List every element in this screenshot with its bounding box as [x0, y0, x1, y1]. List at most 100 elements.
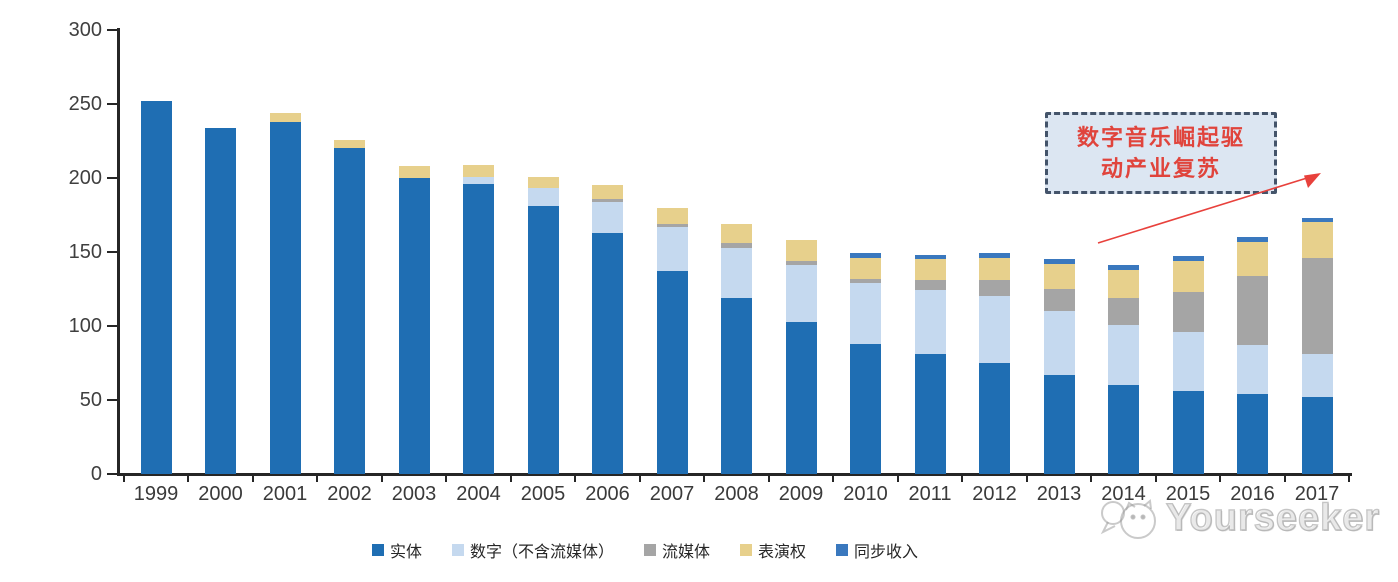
- x-axis-label: 2004: [456, 483, 501, 505]
- y-axis-label: 0: [90, 463, 102, 485]
- x-axis-tick: [767, 474, 770, 482]
- legend-item: 同步收入: [836, 538, 918, 562]
- bar-segment-2012-流媒体: [979, 280, 1010, 297]
- x-axis-label: 2007: [649, 483, 695, 505]
- bar-segment-2007-实体: [656, 271, 688, 474]
- bar-segment-2017-数字（不含流媒体）: [1301, 354, 1333, 398]
- legend-item: 表演权: [740, 538, 806, 562]
- legend-item: 实体: [371, 538, 422, 562]
- x-axis-label: 2002: [327, 483, 372, 505]
- y-axis-label: 300: [68, 19, 102, 41]
- y-axis-tick: [107, 103, 117, 105]
- bar-segment-2016-数字（不含流媒体）: [1237, 345, 1268, 395]
- annotation-text-line2: 动产业复苏: [1100, 156, 1221, 181]
- x-axis-label: 2016: [1230, 483, 1275, 505]
- x-axis-label: 2009: [778, 483, 824, 505]
- legend-label: 表演权: [758, 544, 807, 561]
- x-axis-label: 2017: [1294, 483, 1340, 505]
- bar-segment-1999-实体: [140, 101, 172, 474]
- x-axis-tick: [1154, 474, 1157, 482]
- bar-segment-2012-实体: [979, 363, 1010, 474]
- bar-segment-2014-流媒体: [1108, 297, 1139, 325]
- bar-segment-2013-数字（不含流媒体）: [1043, 311, 1075, 375]
- y-axis-tick: [107, 29, 117, 31]
- bar-segment-2010-实体: [850, 343, 881, 474]
- x-axis-tick: [380, 474, 383, 482]
- bar-segment-2004-表演权: [463, 164, 494, 177]
- bar-segment-2004-数字（不含流媒体）: [463, 176, 494, 184]
- annotation-text-line1: 数字音乐崛起驱: [1076, 125, 1245, 150]
- y-axis-line: [117, 28, 120, 475]
- bar-segment-2006-流媒体: [592, 198, 623, 202]
- x-axis-tick: [1219, 474, 1222, 482]
- bar-segment-2009-实体: [785, 321, 817, 474]
- bar-segment-2008-数字（不含流媒体）: [721, 247, 752, 298]
- x-axis-tick: [1090, 474, 1093, 482]
- bar-segment-2000-实体: [205, 127, 236, 474]
- bar-segment-2005-实体: [527, 206, 559, 474]
- legend-label: 数字（不含流媒体）: [469, 544, 614, 561]
- bar-segment-2016-流媒体: [1237, 275, 1268, 346]
- bar-segment-2016-表演权: [1237, 241, 1268, 276]
- bar-segment-2015-流媒体: [1172, 291, 1204, 332]
- bar-segment-2010-数字（不含流媒体）: [850, 283, 881, 344]
- bar-segment-2011-实体: [914, 354, 946, 474]
- x-axis-label: 2000: [198, 483, 243, 505]
- annotation-callout: 数字音乐崛起驱 动产业复苏: [1045, 112, 1277, 194]
- y-axis-tick: [107, 473, 117, 475]
- bar-segment-2013-表演权: [1043, 263, 1075, 289]
- x-axis-label: 2005: [520, 483, 566, 505]
- x-axis-tick: [445, 474, 448, 482]
- x-axis-tick: [703, 474, 706, 482]
- legend-marker-icon: [371, 544, 384, 556]
- legend-marker-icon: [740, 544, 752, 556]
- bar-segment-2009-数字（不含流媒体）: [785, 265, 817, 322]
- bar-segment-2003-实体: [398, 178, 430, 474]
- x-axis-tick: [187, 474, 190, 482]
- x-axis-tick: [574, 474, 577, 482]
- bar-segment-2014-数字（不含流媒体）: [1108, 324, 1139, 386]
- y-axis-label: 150: [68, 241, 102, 263]
- bar-segment-2009-表演权: [785, 240, 817, 261]
- y-axis-label: 100: [68, 315, 102, 337]
- bar-segment-2014-实体: [1108, 385, 1139, 474]
- bar-segment-2010-同步收入: [850, 253, 881, 258]
- bar-segment-2009-流媒体: [785, 260, 817, 266]
- bar-segment-2016-实体: [1237, 394, 1268, 474]
- x-axis-tick: [509, 474, 512, 482]
- bar-segment-2006-表演权: [592, 185, 623, 199]
- bar-segment-2012-数字（不含流媒体）: [979, 296, 1010, 363]
- bar-segment-2008-流媒体: [721, 243, 752, 248]
- bar-segment-2011-同步收入: [914, 254, 946, 260]
- x-axis-label: 2013: [1036, 483, 1082, 505]
- bar-segment-2008-表演权: [721, 223, 752, 244]
- legend-item: 数字（不含流媒体）: [451, 538, 614, 562]
- x-axis-tick: [1025, 474, 1028, 482]
- legend-label: 流媒体: [661, 544, 710, 561]
- legend-item: 流媒体: [643, 538, 710, 562]
- bar-segment-2003-表演权: [398, 166, 430, 178]
- bar-segment-2013-实体: [1043, 374, 1075, 474]
- bar-segment-2007-表演权: [656, 207, 688, 224]
- bar-segment-2001-实体: [269, 121, 301, 474]
- legend-label: 实体: [389, 544, 422, 561]
- x-axis-tick: [896, 474, 899, 482]
- bar-segment-2002-表演权: [334, 139, 365, 149]
- bar-segment-2004-实体: [463, 183, 494, 474]
- x-axis-line: [117, 473, 1352, 476]
- bar-segment-2013-流媒体: [1043, 289, 1075, 312]
- x-axis-tick: [961, 474, 964, 482]
- x-axis-label: 2012: [972, 483, 1017, 505]
- bar-segment-2007-数字（不含流媒体）: [656, 226, 688, 272]
- legend: 实体 数字（不含流媒体） 流媒体 表演权 同步收入: [0, 538, 1290, 562]
- x-axis-tick: [122, 474, 125, 482]
- bar-segment-2008-实体: [721, 297, 752, 474]
- y-axis-tick: [107, 177, 117, 179]
- x-axis-label: 2015: [1165, 483, 1211, 505]
- y-axis-tick: [107, 325, 117, 327]
- x-axis-label: 2011: [908, 483, 952, 505]
- x-axis-label: 2001: [262, 483, 308, 505]
- bar-segment-2010-表演权: [850, 257, 881, 279]
- legend-marker-icon: [451, 544, 464, 556]
